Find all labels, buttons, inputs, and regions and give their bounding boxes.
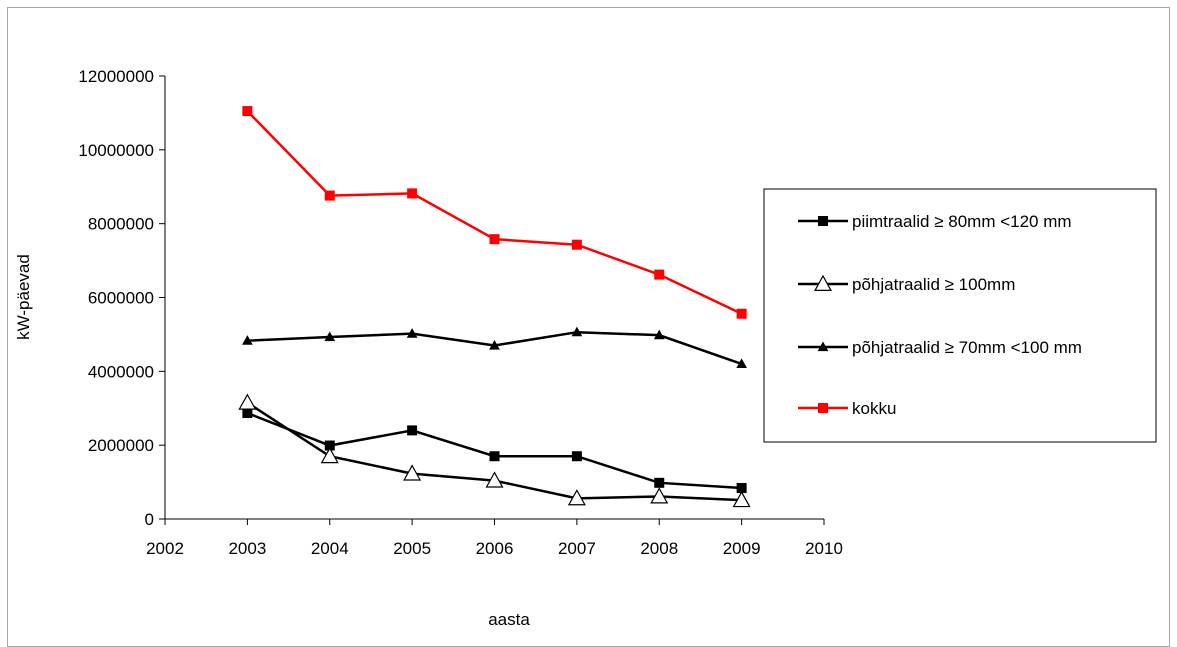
- data-point: [571, 239, 582, 250]
- data-point: [736, 358, 747, 369]
- legend-marker: [818, 216, 828, 226]
- data-point: [489, 234, 500, 245]
- x-tick-label: 2010: [805, 539, 843, 558]
- data-point: [238, 393, 257, 410]
- y-tick-label: 10000000: [78, 141, 154, 160]
- data-point: [650, 487, 669, 504]
- data-point: [654, 477, 665, 488]
- data-point: [489, 451, 500, 462]
- data-point: [324, 331, 336, 342]
- x-tick-label: 2009: [723, 539, 761, 558]
- data-point: [654, 269, 665, 280]
- data-point: [242, 106, 253, 117]
- y-tick-label: 0: [145, 510, 154, 529]
- x-tick-label: 2007: [558, 539, 596, 558]
- legend-item-2: põhjatraalid ≥ 70mm <100 mm: [798, 338, 1082, 357]
- data-point: [732, 490, 751, 508]
- series-1: [238, 393, 751, 508]
- series-2: [242, 326, 747, 369]
- series-0: [242, 408, 747, 493]
- legend-label: põhjatraalid ≥ 100mm: [852, 275, 1015, 294]
- x-tick-label: 2002: [146, 539, 184, 558]
- legend-label: põhjatraalid ≥ 70mm <100 mm: [852, 338, 1082, 357]
- data-point: [407, 425, 418, 436]
- axes: 0 2000000 4000000 6000000 8000000 10000000 120…: [78, 67, 843, 558]
- x-tick-label: 2004: [311, 539, 349, 558]
- x-axis-label: aasta: [488, 610, 530, 629]
- legend-box: [763, 188, 1157, 443]
- y-tick-label: 8000000: [88, 215, 154, 234]
- y-axis-label: kW-päevad: [14, 254, 33, 340]
- y-tick-label: 2000000: [88, 436, 154, 455]
- legend-marker: [818, 403, 828, 413]
- data-point: [489, 339, 500, 350]
- data-point: [242, 335, 253, 345]
- data-point: [653, 329, 665, 340]
- x-tick-label: 2008: [640, 539, 678, 558]
- data-point: [567, 489, 586, 506]
- legend: piimtraalid ≥ 80mm <120 mm põhjatraalid ≥…: [763, 188, 1157, 443]
- data-point: [320, 447, 339, 464]
- data-point: [407, 188, 418, 199]
- data-point: [403, 464, 422, 481]
- x-tick-label: 2003: [228, 539, 266, 558]
- data-point: [242, 408, 253, 419]
- series-line: [246, 110, 743, 315]
- y-tick-label: 4000000: [88, 362, 154, 381]
- x-tick-label: 2006: [476, 539, 514, 558]
- data-point: [324, 190, 335, 201]
- data-point: [736, 308, 747, 319]
- legend-item-3: kokku: [798, 399, 896, 418]
- legend-label: kokku: [852, 399, 896, 418]
- series-layer: [238, 106, 751, 508]
- legend-marker: [813, 274, 833, 291]
- data-point: [571, 326, 583, 337]
- data-point: [485, 471, 504, 488]
- data-point: [406, 328, 418, 338]
- series-3: [242, 106, 747, 319]
- legend-item-0: piimtraalid ≥ 80mm <120 mm: [798, 212, 1072, 231]
- legend-marker: [817, 341, 829, 352]
- legend-label: piimtraalid ≥ 80mm <120 mm: [852, 212, 1072, 231]
- x-tick-label: 2005: [393, 539, 431, 558]
- y-tick-label: 6000000: [88, 289, 154, 308]
- y-tick-label: 12000000: [78, 67, 154, 86]
- legend-item-1: põhjatraalid ≥ 100mm: [798, 274, 1015, 294]
- data-point: [571, 451, 582, 462]
